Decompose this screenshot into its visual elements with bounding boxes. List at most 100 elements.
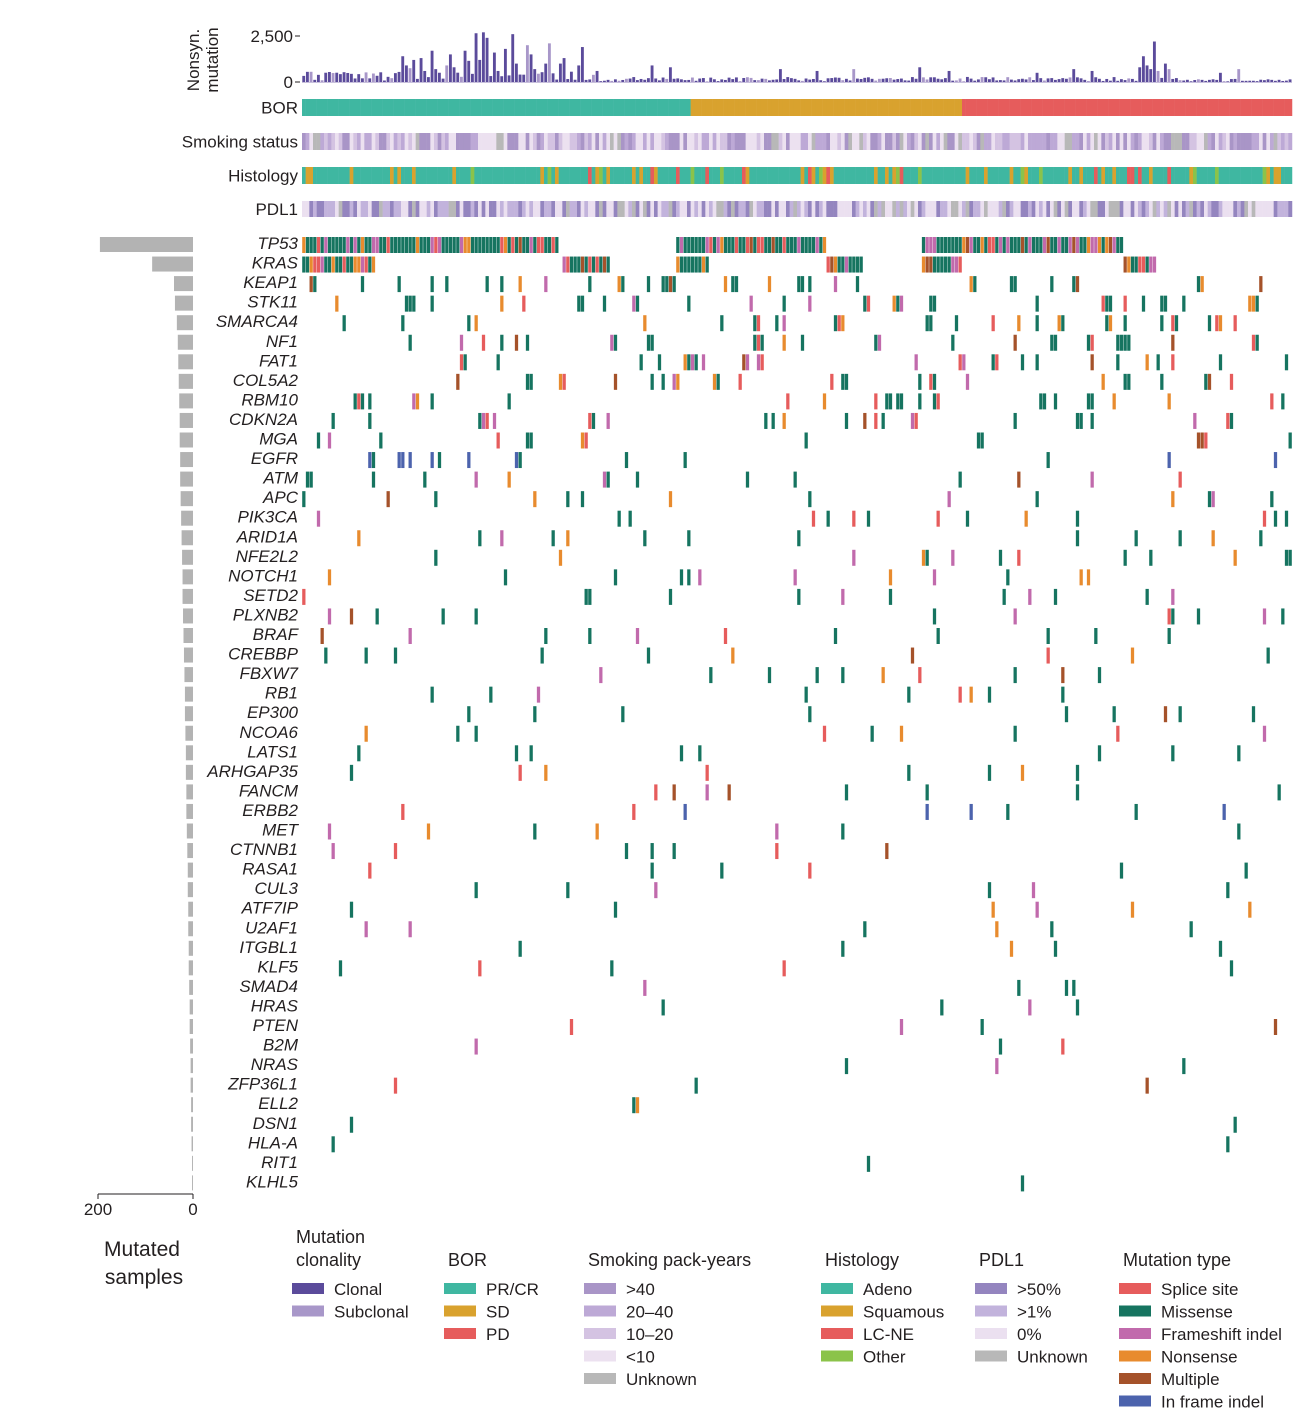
legend-swatch-3-2 [821, 1328, 853, 1339]
track-smoking-cell [628, 133, 633, 150]
top-bar [353, 78, 357, 82]
top-bar [910, 77, 914, 82]
top-bar [668, 67, 672, 82]
track-bor-cell [775, 99, 779, 116]
mut-cell-tp53 [1006, 237, 1010, 253]
track-bor-cell [327, 99, 332, 116]
track-bor-cell [529, 99, 534, 116]
track-pdl1-cell [815, 201, 820, 217]
mut-cell-apc [1207, 491, 1212, 508]
track-histology-cell [595, 167, 600, 184]
track-bor-cell [976, 99, 981, 116]
track-bor-cell [602, 99, 607, 116]
track-pdl1-cell [811, 201, 816, 217]
track-histology-cell [929, 167, 933, 184]
mut-cell-arid1a [643, 530, 647, 547]
mut-cell-tp53 [426, 237, 431, 253]
mut-cell-klhl5 [1020, 1175, 1025, 1192]
track-smoking-cell [1152, 133, 1157, 150]
mut-cell-pik3ca [1262, 510, 1267, 527]
track-pdl1-cell [467, 201, 471, 217]
track-bor-cell [386, 99, 391, 116]
mut-cell-tp53 [683, 237, 687, 253]
track-bor-cell [1167, 99, 1172, 116]
track-smoking-cell [430, 133, 435, 150]
track-smoking-cell [1134, 133, 1139, 150]
top-bar [654, 78, 658, 82]
mut-cell-klf5 [1229, 960, 1234, 977]
mut-cell-crebbp [1266, 647, 1270, 664]
track-bor-cell [1160, 99, 1164, 116]
track-bor-cell [896, 99, 900, 116]
track-pdl1-cell [511, 201, 515, 217]
legend-label-5-2: Frameshift indel [1161, 1325, 1282, 1344]
mut-cell-tp53 [727, 237, 731, 253]
mut-cell-pik3ca [1024, 510, 1028, 527]
track-smoking-cell [903, 133, 908, 150]
track-smoking-cell [379, 133, 383, 150]
track-bor-cell [635, 99, 640, 116]
track-smoking-cell [723, 133, 728, 150]
track-pdl1-cell [866, 201, 871, 217]
mut-cell-fat1 [496, 354, 500, 371]
track-smoking-cell [991, 133, 996, 150]
track-bor-cell [778, 99, 783, 116]
mut-cell-rbm10 [1053, 393, 1058, 410]
top-bar [837, 77, 841, 82]
track-pdl1-cell [954, 201, 959, 217]
track-pdl1-cell [577, 201, 581, 217]
track-pdl1-cell [316, 201, 321, 217]
track-pdl1-cell [555, 201, 559, 217]
mut-cell-tp53 [353, 237, 357, 253]
mut-cell-met [533, 823, 537, 840]
legend-title-0-line2: clonality [296, 1250, 361, 1270]
track-pdl1-cell [800, 201, 805, 217]
mut-cell-cdkn2a [764, 412, 768, 429]
track-bor-cell [1046, 99, 1051, 116]
track-bor-cell [1072, 99, 1076, 116]
mut-cell-cdkn2a [588, 412, 592, 429]
mut-cell-tp53 [419, 237, 423, 253]
mut-cell-cdkn2a [481, 412, 486, 429]
track-smoking-cell [848, 133, 853, 150]
track-pdl1-cell [848, 201, 853, 217]
track-histology-cell [540, 167, 545, 184]
top-bar [738, 81, 742, 82]
legend-title-3: Histology [825, 1250, 899, 1270]
track-bor-cell [720, 99, 724, 116]
mut-cell-atf7ip [349, 901, 354, 918]
track-bor-cell [1200, 99, 1205, 116]
mut-cell-stk11 [1035, 295, 1039, 312]
top-bar [712, 79, 716, 82]
mut-cell-keap1 [1013, 276, 1017, 293]
track-pdl1-cell [401, 201, 405, 217]
top-bar [617, 80, 621, 82]
track-pdl1-cell [661, 201, 666, 217]
track-histology-cell [624, 167, 629, 184]
track-pdl1-cell [1240, 201, 1245, 217]
mut-cell-smarca4 [841, 315, 845, 332]
track-histology-cell [474, 167, 479, 184]
mut-cell-kras [595, 256, 599, 273]
track-histology-cell [463, 167, 468, 184]
track-pdl1-cell [679, 201, 684, 217]
track-bor-cell [353, 99, 358, 116]
mut-cell-crebbp [540, 647, 544, 664]
mut-cell-rb1 [536, 686, 541, 703]
top-bar [844, 78, 848, 82]
mut-cell-pik3ca [1284, 510, 1289, 527]
top-bar [470, 73, 474, 82]
mut-cell-cul3 [987, 882, 992, 899]
track-histology-cell [643, 167, 647, 184]
mut-cell-apc [1171, 491, 1175, 508]
mut-cell-pik3ca [965, 510, 970, 527]
mut-cell-nf1 [1127, 334, 1131, 351]
mut-cell-tp53 [404, 237, 409, 253]
track-bor-cell [437, 99, 442, 116]
track-pdl1-cell [1116, 201, 1120, 217]
mut-cell-tp53 [338, 237, 343, 253]
track-pdl1-cell [745, 201, 750, 217]
mut-cell-ncoa6 [364, 725, 368, 742]
track-pdl1-cell [349, 201, 354, 217]
mut-cell-smarca4 [756, 315, 761, 332]
